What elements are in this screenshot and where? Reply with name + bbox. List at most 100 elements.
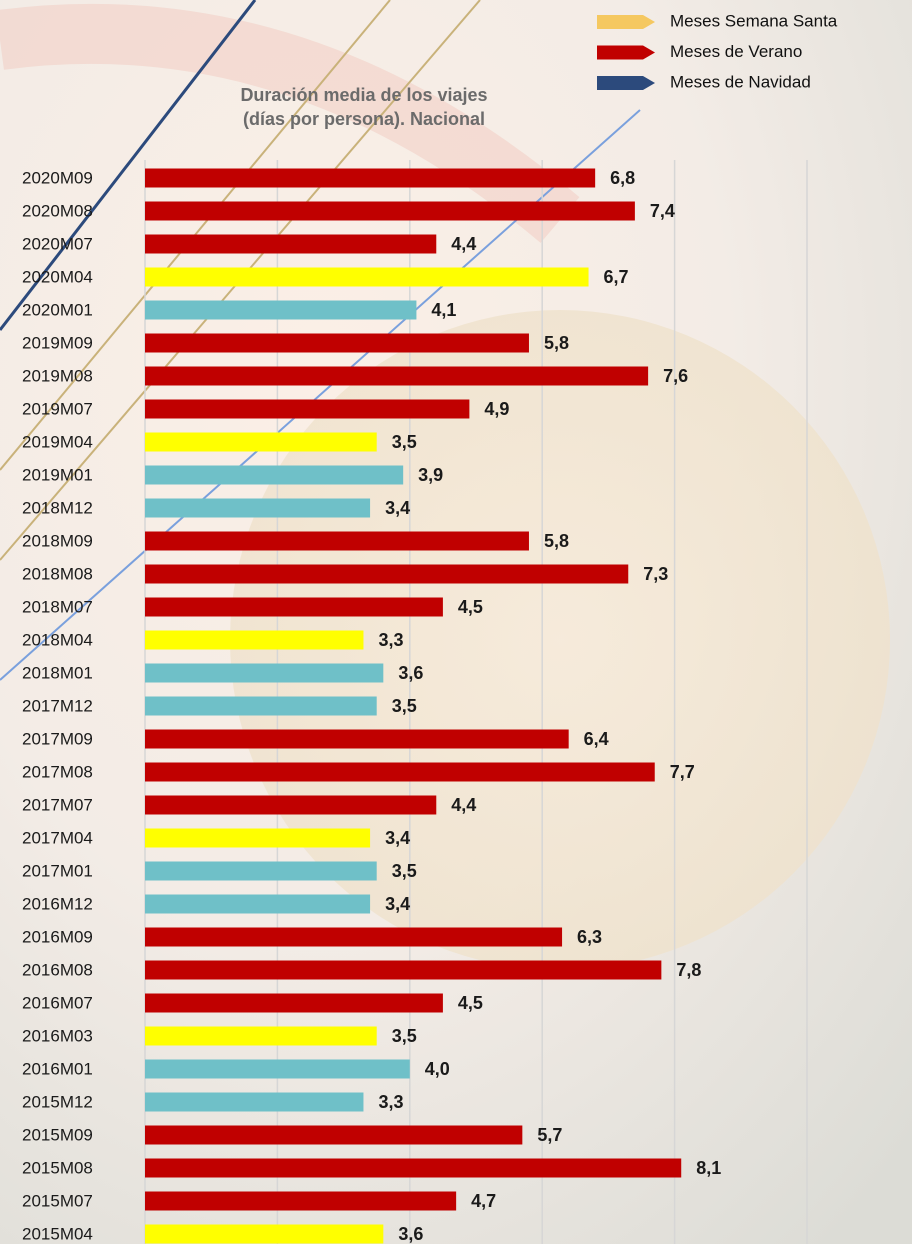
bar: [145, 1126, 522, 1145]
data-label: 3,9: [418, 465, 443, 485]
y-tick-label: 2015M04: [22, 1224, 93, 1243]
y-tick-label: 2016M09: [22, 927, 93, 946]
bar: [145, 928, 562, 947]
bar: [145, 169, 595, 188]
data-label: 3,3: [378, 1092, 403, 1112]
y-tick-label: 2016M12: [22, 894, 93, 913]
legend-label: Meses Semana Santa: [670, 11, 838, 30]
y-tick-label: 2015M08: [22, 1158, 93, 1177]
chart-title: Duración media de los viajes: [240, 85, 487, 105]
chart: Duración media de los viajes (días por p…: [0, 0, 912, 1244]
data-label: 6,4: [584, 729, 609, 749]
y-tick-label: 2017M08: [22, 762, 93, 781]
y-tick-label: 2018M01: [22, 663, 93, 682]
bar: [145, 268, 589, 287]
data-label: 3,6: [398, 663, 423, 683]
y-tick-label: 2016M07: [22, 993, 93, 1012]
data-label: 7,8: [676, 960, 701, 980]
bar: [145, 895, 370, 914]
y-tick-label: 2017M12: [22, 696, 93, 715]
bar: [145, 499, 370, 518]
y-tick-label: 2015M12: [22, 1092, 93, 1111]
data-label: 4,4: [451, 795, 476, 815]
data-label: 3,4: [385, 828, 410, 848]
bar: [145, 301, 416, 320]
data-label: 3,5: [392, 861, 417, 881]
y-tick-label: 2018M08: [22, 564, 93, 583]
y-tick-label: 2020M08: [22, 201, 93, 220]
data-label: 3,4: [385, 894, 410, 914]
data-label: 4,7: [471, 1191, 496, 1211]
data-label: 5,8: [544, 531, 569, 551]
bar: [145, 1192, 456, 1211]
y-tick-label: 2016M01: [22, 1059, 93, 1078]
data-label: 3,6: [398, 1224, 423, 1244]
data-label: 3,5: [392, 432, 417, 452]
y-tick-label: 2017M04: [22, 828, 93, 847]
bar: [145, 1225, 383, 1244]
bar: [145, 763, 655, 782]
data-label: 7,3: [643, 564, 668, 584]
y-tick-label: 2018M09: [22, 531, 93, 550]
y-tick-label: 2019M04: [22, 432, 93, 451]
y-tick-label: 2020M09: [22, 168, 93, 187]
data-label: 7,6: [663, 366, 688, 386]
data-label: 6,7: [604, 267, 629, 287]
bar: [145, 697, 377, 716]
y-tick-label: 2016M03: [22, 1026, 93, 1045]
data-label: 3,5: [392, 696, 417, 716]
data-label: 4,5: [458, 993, 483, 1013]
bar: [145, 532, 529, 551]
y-tick-label: 2015M09: [22, 1125, 93, 1144]
y-tick-label: 2019M09: [22, 333, 93, 352]
bar: [145, 829, 370, 848]
bar: [145, 400, 469, 419]
data-label: 6,8: [610, 168, 635, 188]
data-label: 5,7: [537, 1125, 562, 1145]
data-label: 4,9: [484, 399, 509, 419]
y-tick-label: 2016M08: [22, 960, 93, 979]
y-tick-label: 2020M07: [22, 234, 93, 253]
bar: [145, 664, 383, 683]
data-label: 4,5: [458, 597, 483, 617]
y-tick-label: 2017M07: [22, 795, 93, 814]
legend-swatch: [597, 46, 655, 60]
bar: [145, 796, 436, 815]
bar: [145, 433, 377, 452]
legend-swatch: [597, 15, 655, 29]
y-tick-label: 2017M09: [22, 729, 93, 748]
bar: [145, 1027, 377, 1046]
bar: [145, 1159, 681, 1178]
data-label: 5,8: [544, 333, 569, 353]
y-tick-label: 2018M07: [22, 597, 93, 616]
y-tick-label: 2017M01: [22, 861, 93, 880]
bar: [145, 334, 529, 353]
legend-swatch: [597, 76, 655, 90]
bar: [145, 631, 363, 650]
bar: [145, 598, 443, 617]
y-tick-label: 2020M01: [22, 300, 93, 319]
y-tick-label: 2015M07: [22, 1191, 93, 1210]
legend-label: Meses de Verano: [670, 42, 802, 61]
bar: [145, 466, 403, 485]
data-label: 3,5: [392, 1026, 417, 1046]
legend-label: Meses de Navidad: [670, 72, 811, 91]
bar: [145, 235, 436, 254]
data-label: 4,1: [431, 300, 456, 320]
bar: [145, 730, 569, 749]
y-tick-label: 2019M07: [22, 399, 93, 418]
y-tick-label: 2018M04: [22, 630, 93, 649]
bar: [145, 1060, 410, 1079]
y-tick-label: 2019M08: [22, 366, 93, 385]
data-label: 8,1: [696, 1158, 721, 1178]
bar: [145, 994, 443, 1013]
data-label: 3,3: [378, 630, 403, 650]
bar: [145, 1093, 363, 1112]
data-label: 7,7: [670, 762, 695, 782]
data-label: 7,4: [650, 201, 675, 221]
data-label: 6,3: [577, 927, 602, 947]
y-tick-label: 2018M12: [22, 498, 93, 517]
y-tick-label: 2019M01: [22, 465, 93, 484]
chart-subtitle: (días por persona). Nacional: [243, 109, 485, 129]
bar: [145, 862, 377, 881]
